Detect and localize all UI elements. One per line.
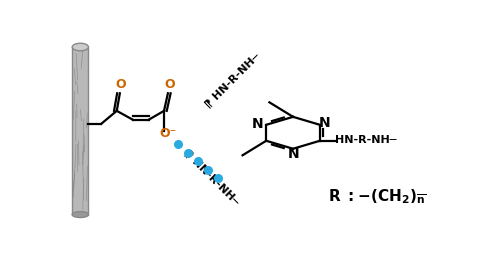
Text: ⁋ HN-R-NH─: ⁋ HN-R-NH─ — [183, 148, 241, 207]
Ellipse shape — [72, 212, 88, 218]
Bar — [72, 47, 88, 214]
Text: N: N — [288, 147, 300, 161]
Text: HN-R-NH─: HN-R-NH─ — [336, 135, 397, 145]
Text: N: N — [252, 117, 264, 131]
Text: O: O — [116, 78, 126, 91]
Text: N: N — [318, 116, 330, 130]
Ellipse shape — [72, 43, 88, 51]
Text: O: O — [164, 78, 175, 91]
Text: $\mathbf{R\ :\!-\!(CH_2)\overline{_n}}$: $\mathbf{R\ :\!-\!(CH_2)\overline{_n}}$ — [328, 188, 426, 207]
Text: ⁋ HN-R-NH─: ⁋ HN-R-NH─ — [204, 51, 262, 109]
Text: O⁻: O⁻ — [160, 127, 176, 140]
